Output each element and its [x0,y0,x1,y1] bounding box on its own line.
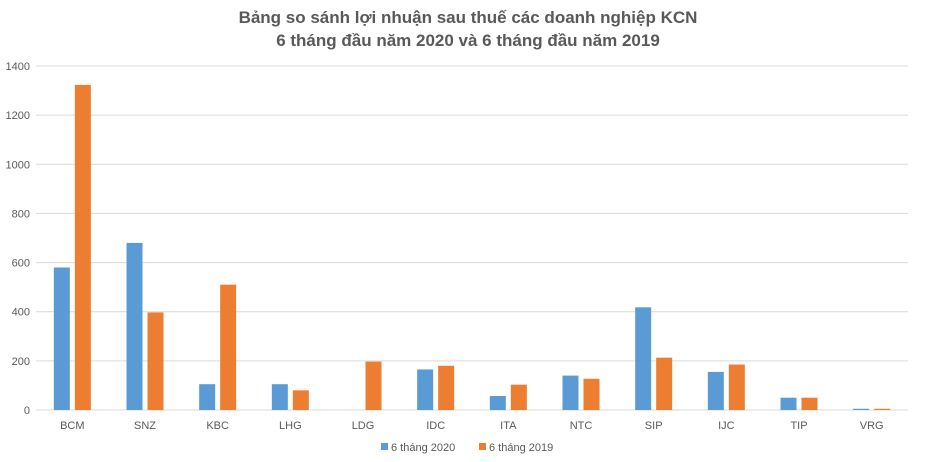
y-tick-label: 1400 [6,61,30,73]
y-tick-label: 200 [12,356,30,368]
y-tick-label: 800 [12,208,30,220]
x-tick-label: ITA [500,420,517,432]
bar-lhg-series-2 [292,390,309,410]
bar-tip-series-1 [780,397,797,410]
y-tick-label: 400 [12,307,30,319]
x-tick-label: VRG [860,420,884,432]
y-tick-label: 1000 [6,159,30,171]
x-tick-label: NTC [570,420,593,432]
bar-vrg-series-2 [874,408,891,410]
y-tick-label: 600 [12,258,30,270]
bar-idc-series-1 [417,369,434,410]
bar-sip-series-1 [635,307,652,410]
y-tick-label: 1200 [6,110,30,122]
x-tick-label: TIP [790,420,807,432]
bar-snz-series-1 [126,242,143,410]
bar-lhg-series-1 [271,384,288,410]
x-tick-label: BCM [60,420,84,432]
x-tick-label: SNZ [134,420,156,432]
bar-tip-series-2 [801,397,818,410]
x-tick-label: IDC [426,420,445,432]
bar-ijc-series-2 [728,364,745,410]
chart-title: Bảng so sánh lợi nhuận sau thuế các doan… [0,6,936,52]
legend-swatch-2 [479,443,486,450]
bar-ntc-series-1 [562,375,579,410]
bar-idc-series-2 [438,365,455,410]
bar-ntc-series-2 [583,378,600,410]
bar-ldg-series-2 [365,361,382,410]
bar-ita-series-1 [489,395,506,410]
bar-snz-series-2 [147,312,164,410]
x-tick-label: SIP [645,420,663,432]
x-tick-label: LHG [279,420,302,432]
bar-bcm-series-2 [74,84,91,411]
chart-title-line2: 6 tháng đầu năm 2020 và 6 tháng đầu năm … [276,31,660,50]
legend-label-1: 6 tháng 2020 [391,442,455,454]
x-tick-label: IJC [718,420,735,432]
bar-ita-series-2 [510,384,527,410]
x-tick-label: KBC [206,420,229,432]
bar-kbc-series-1 [199,384,216,410]
chart-title-line1: Bảng so sánh lợi nhuận sau thuế các doan… [238,8,698,27]
legend-swatch-1 [381,443,388,450]
bar-ijc-series-1 [707,371,724,410]
bar-vrg-series-1 [853,408,870,410]
legend-label-2: 6 tháng 2019 [489,442,553,454]
bar-sip-series-2 [656,357,673,410]
bar-bcm-series-1 [53,267,70,410]
y-tick-label: 0 [24,405,30,417]
x-tick-label: LDG [352,420,375,432]
bar-kbc-series-2 [220,284,237,410]
